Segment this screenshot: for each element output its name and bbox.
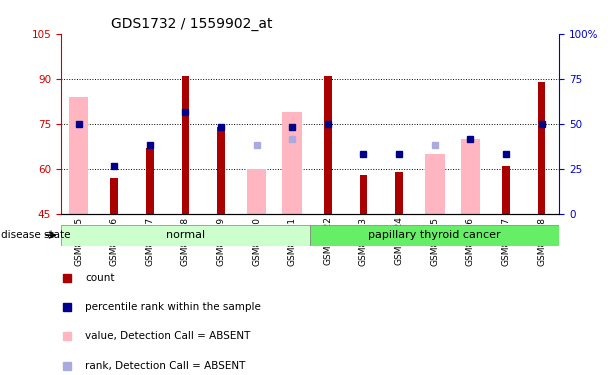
Bar [283,112,302,214]
Text: papillary thyroid cancer: papillary thyroid cancer [368,230,501,240]
Text: value, Detection Call = ABSENT: value, Detection Call = ABSENT [85,332,250,341]
Bar [217,127,225,214]
Bar [110,178,118,214]
Text: disease state: disease state [1,231,71,240]
Text: normal: normal [166,230,205,240]
Bar [460,139,480,214]
Bar [395,172,403,214]
Bar [182,76,189,214]
Bar [537,82,545,214]
Bar [324,76,332,214]
Bar [69,97,88,214]
Bar [425,154,444,214]
Text: percentile rank within the sample: percentile rank within the sample [85,302,261,312]
Bar [502,166,510,214]
Text: rank, Detection Call = ABSENT: rank, Detection Call = ABSENT [85,361,245,370]
Bar [146,148,154,214]
Bar [61,225,310,246]
Bar [247,169,266,214]
Text: GDS1732 / 1559902_at: GDS1732 / 1559902_at [111,17,272,32]
Text: count: count [85,273,114,283]
Bar [310,225,559,246]
Bar [359,175,367,214]
